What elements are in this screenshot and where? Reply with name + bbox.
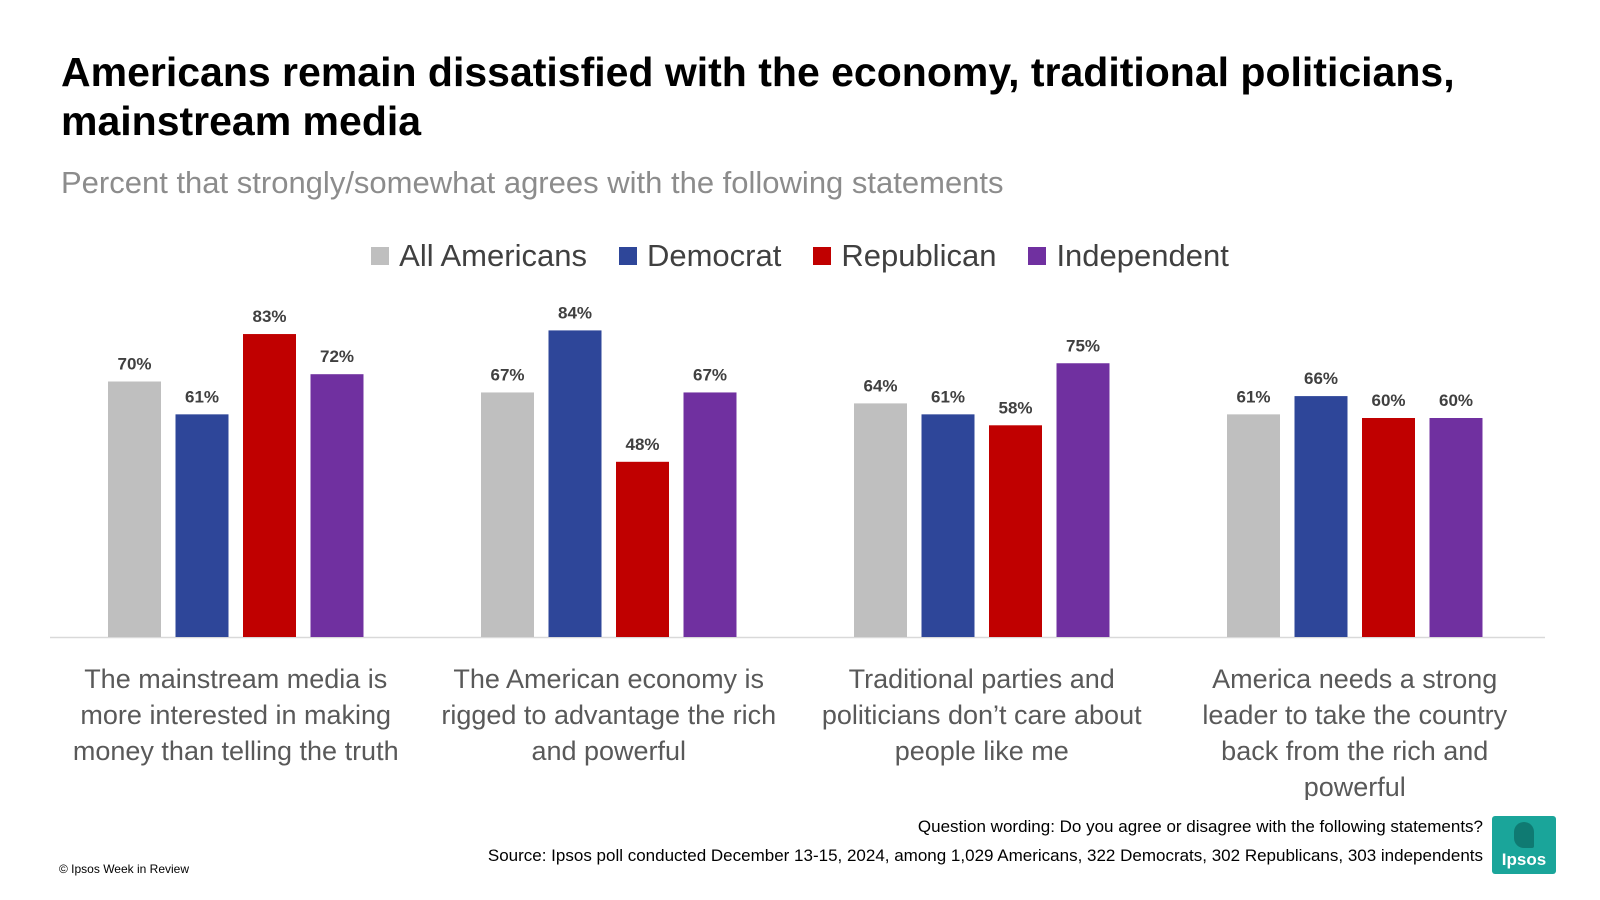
category-label: leader to take the country	[1202, 700, 1507, 730]
data-label: 84%	[558, 303, 592, 322]
bar-democrat	[175, 414, 229, 637]
legend-swatch	[813, 247, 832, 265]
bar-all-americans	[481, 392, 534, 637]
data-label: 67%	[490, 365, 524, 384]
legend-swatch	[1028, 247, 1047, 265]
bar-all-americans	[854, 403, 907, 637]
legend-label: Independent	[1056, 238, 1229, 273]
data-label: 48%	[625, 435, 659, 454]
legend-item-all-americans: All Americans	[371, 238, 587, 274]
bar-republican	[989, 425, 1042, 637]
data-label: 61%	[185, 387, 219, 406]
data-label: 66%	[1304, 369, 1338, 388]
page-subtitle: Percent that strongly/somewhat agrees wi…	[61, 165, 1004, 200]
bar-independent	[683, 392, 737, 637]
data-label: 83%	[252, 307, 286, 326]
bar-all-americans	[1227, 414, 1280, 637]
data-label: 60%	[1439, 391, 1473, 410]
legend-label: Republican	[841, 238, 997, 273]
category-label: people like me	[895, 736, 1069, 766]
legend-swatch	[371, 247, 390, 265]
data-label: 58%	[998, 398, 1032, 417]
question-wording: Question wording: Do you agree or disagr…	[917, 817, 1483, 836]
category-label: Traditional parties and	[849, 664, 1115, 694]
copyright: © Ipsos Week in Review	[59, 862, 190, 876]
category-label: rigged to advantage the rich	[441, 700, 776, 730]
bar-independent	[1056, 363, 1110, 637]
legend-item-democrat: Democrat	[618, 238, 782, 274]
logo-text: Ipsos	[1501, 850, 1547, 869]
bar-democrat	[1294, 396, 1348, 637]
bar-independent	[1429, 418, 1483, 637]
data-label: 61%	[931, 387, 965, 406]
category-label: The mainstream media is	[84, 664, 387, 694]
legend-swatch	[618, 247, 637, 265]
ipsos-logo: Ipsos	[1492, 816, 1556, 874]
bar-independent	[310, 374, 364, 637]
bar-republican	[616, 461, 669, 637]
category-label: America needs a strong	[1212, 664, 1497, 694]
category-label: more interested in making	[80, 700, 391, 730]
bar-republican	[1362, 418, 1415, 637]
page-title: Americans remain dissatisfied with the e…	[61, 49, 1455, 144]
legend-item-republican: Republican	[813, 238, 996, 274]
bar-democrat	[548, 330, 602, 637]
chart-legend: All Americans Democrat Republican Indepe…	[0, 238, 1600, 274]
data-label: 60%	[1371, 391, 1405, 410]
data-label: 72%	[320, 347, 354, 366]
category-label: powerful	[1304, 772, 1406, 800]
data-label: 61%	[1236, 387, 1270, 406]
bar-all-americans	[108, 381, 161, 637]
data-label: 75%	[1066, 336, 1100, 355]
category-label: back from the rich and	[1221, 736, 1488, 766]
category-label: money than telling the truth	[73, 736, 399, 766]
category-label: The American economy is	[453, 664, 764, 694]
data-label: 64%	[863, 376, 897, 395]
category-label: politicians don’t care about	[822, 700, 1142, 730]
bar-chart: 70% 61% 83% 72% The mainstream media is more …	[50, 303, 1545, 800]
bar-democrat	[921, 414, 975, 637]
source-note: Source: Ipsos poll conducted December 13…	[487, 846, 1483, 865]
data-label: 70%	[117, 355, 151, 374]
legend-label: All Americans	[399, 238, 587, 273]
legend-label: Democrat	[646, 238, 782, 273]
logo-mark-icon	[1514, 822, 1534, 848]
category-label: and powerful	[531, 736, 686, 766]
bar-republican	[243, 334, 296, 637]
legend-item-independent: Independent	[1028, 238, 1229, 274]
data-label: 67%	[693, 365, 727, 384]
